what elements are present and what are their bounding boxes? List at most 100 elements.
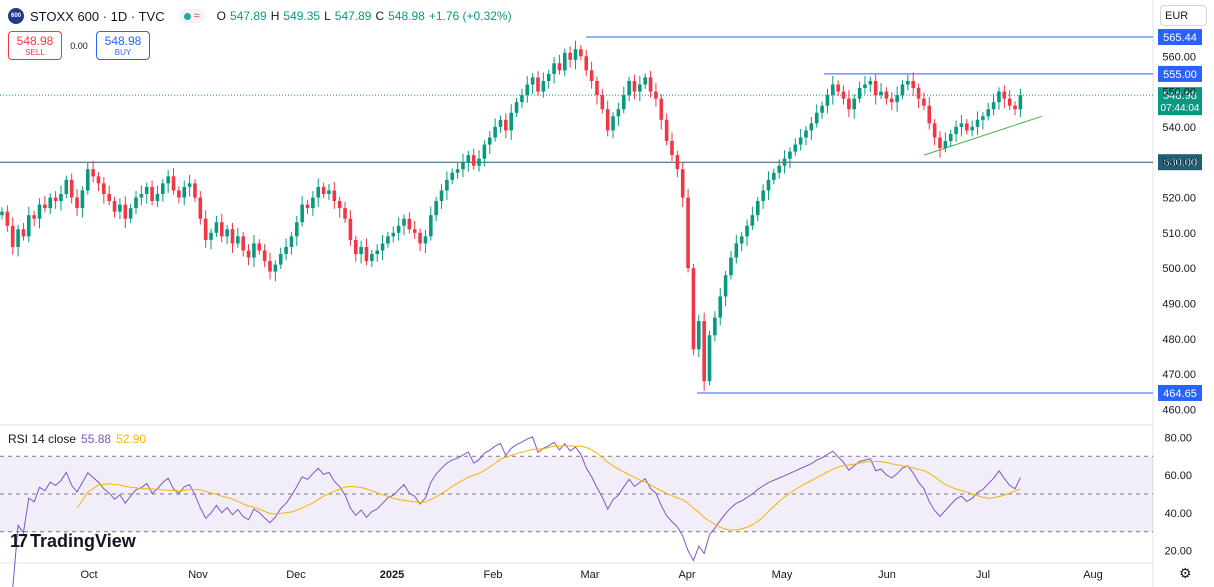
currency-selector[interactable]: EUR xyxy=(1160,5,1207,26)
candle-body xyxy=(1007,98,1012,106)
candle-body xyxy=(359,246,363,255)
candle-body xyxy=(402,218,406,226)
candle-body xyxy=(825,95,830,106)
candle-body xyxy=(412,229,417,233)
ohlc-close-key: C xyxy=(375,9,385,23)
time-tick-label: May xyxy=(772,569,793,581)
candle-body xyxy=(305,204,310,209)
buy-label: BUY xyxy=(114,47,132,57)
candle-body xyxy=(268,261,272,272)
candle-body xyxy=(948,133,953,142)
time-tick-label: Jul xyxy=(976,569,990,581)
candle-body xyxy=(605,109,610,131)
candle-body xyxy=(182,186,187,198)
buy-button[interactable]: 548.98 BUY xyxy=(96,31,150,60)
candle-body xyxy=(289,236,294,247)
price-tick-label: 530.00 xyxy=(1162,157,1196,169)
candle-body xyxy=(477,158,481,166)
price-level-badge xyxy=(1158,154,1202,171)
candle-body xyxy=(755,201,760,216)
candle-body xyxy=(552,63,556,74)
candle-body xyxy=(85,169,90,191)
candle-body xyxy=(616,109,621,117)
candle-body xyxy=(461,162,465,170)
candle-body xyxy=(546,73,551,81)
price-level-badge xyxy=(1158,29,1202,46)
candle-body xyxy=(697,321,701,350)
candle-body xyxy=(493,126,497,138)
candle-body xyxy=(257,243,262,251)
candle-body xyxy=(772,172,776,180)
candle-body xyxy=(53,197,58,202)
price-level-label: 530.00 xyxy=(1163,157,1197,169)
rsi-ma-line xyxy=(76,445,1021,531)
candle-body xyxy=(852,98,857,110)
candle-body xyxy=(166,176,170,184)
price-level-badge xyxy=(1158,65,1202,82)
candle-body xyxy=(691,268,696,350)
candle-body xyxy=(788,151,792,159)
candle-body xyxy=(155,193,160,202)
time-axis[interactable]: Oct Nov Dec 2025 Feb Mar Apr May Jun Jul Aug xyxy=(80,569,1102,581)
candle-body xyxy=(21,229,26,237)
candle-body xyxy=(225,229,229,237)
tradingview-logo[interactable]: 17 TradingView xyxy=(10,531,136,552)
candle-body xyxy=(209,232,213,240)
candle-body xyxy=(348,218,353,240)
candle-body xyxy=(938,137,942,149)
candle-body xyxy=(777,165,781,173)
price-tick-label: 540.00 xyxy=(1162,122,1196,134)
price-axis[interactable]: 460.00 470.00 480.00 490.00 500.00 510.00 520.… xyxy=(1162,51,1196,557)
trendline[interactable] xyxy=(923,115,1042,156)
candle-body xyxy=(906,80,910,85)
candle-body xyxy=(386,236,390,244)
candle-body xyxy=(648,77,653,92)
sell-button[interactable]: 548.98 SELL xyxy=(8,31,62,60)
candle-body xyxy=(37,204,42,219)
price-tick-label: 520.00 xyxy=(1162,193,1196,205)
symbol-title[interactable]: STOXX 600 · 1D · TVC xyxy=(30,8,165,24)
candle-body xyxy=(922,98,926,106)
candle-body xyxy=(509,112,513,131)
candle-body xyxy=(557,63,562,71)
candle-body xyxy=(380,243,385,251)
candle-body xyxy=(300,204,304,223)
candle-body xyxy=(187,183,192,187)
candle-body xyxy=(171,176,176,191)
settings-gear-icon[interactable]: ⚙ xyxy=(1179,565,1192,581)
candle-body xyxy=(59,193,63,202)
candle-body xyxy=(536,77,540,92)
candle-body xyxy=(959,123,964,127)
price-tick-label: 550.00 xyxy=(1162,87,1196,99)
candle-body xyxy=(520,95,524,103)
time-tick-label: 2025 xyxy=(380,569,404,581)
candle-body xyxy=(391,232,396,237)
candle-body xyxy=(895,95,899,103)
candle-body xyxy=(525,84,530,96)
tradingview-mark-icon: 17 xyxy=(10,531,28,551)
market-status[interactable]: ≈ xyxy=(178,9,205,23)
candle-body xyxy=(573,49,578,60)
sell-label: SELL xyxy=(25,47,45,57)
rsi-legend[interactable]: RSI 14 close 55.88 52.90 xyxy=(8,432,146,446)
candle-body xyxy=(991,102,996,110)
price-tick-label: 490.00 xyxy=(1162,298,1196,310)
candle-body xyxy=(707,335,712,382)
candle-body xyxy=(820,105,824,113)
candle-body xyxy=(750,215,755,226)
time-tick-label: Aug xyxy=(1083,569,1103,581)
candle-body xyxy=(439,190,444,202)
price-level-label: 464.65 xyxy=(1163,388,1197,400)
candle-body xyxy=(793,144,798,152)
candle-body xyxy=(123,204,128,219)
candle-body xyxy=(621,95,626,110)
candle-body xyxy=(670,141,674,156)
candle-body xyxy=(643,77,647,85)
ohlc-open-key: O xyxy=(216,9,227,23)
ohlc-values: O 547.89 H 549.35 L 547.89 C 548.98 +1.76 (+… xyxy=(217,9,512,23)
candle-body xyxy=(91,169,95,177)
candle-body xyxy=(80,190,85,209)
ohlc-low-value: 547.89 xyxy=(334,9,372,23)
